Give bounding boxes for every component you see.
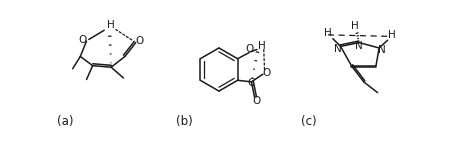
Text: (a): (a) <box>57 115 73 128</box>
Text: H: H <box>107 20 115 30</box>
Text: (b): (b) <box>176 115 193 128</box>
Text: N: N <box>334 44 342 54</box>
Text: H: H <box>325 28 332 38</box>
Text: O: O <box>263 68 271 78</box>
Text: H: H <box>388 30 396 40</box>
Text: O: O <box>246 44 254 54</box>
Text: O: O <box>136 36 144 46</box>
Text: N: N <box>378 45 386 55</box>
Text: H: H <box>258 41 266 51</box>
Text: H: H <box>350 21 358 31</box>
Text: O: O <box>252 96 260 106</box>
Text: O: O <box>78 35 87 45</box>
Text: N: N <box>355 41 363 51</box>
Text: C: C <box>247 78 254 88</box>
Text: (c): (c) <box>301 115 317 128</box>
